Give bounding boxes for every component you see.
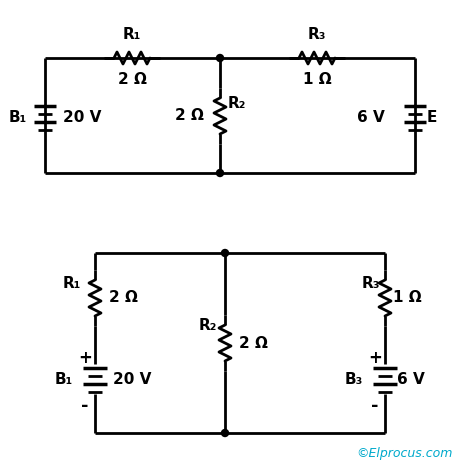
Text: -: - xyxy=(371,397,379,415)
Text: 1 Ω: 1 Ω xyxy=(303,72,331,87)
Circle shape xyxy=(221,249,229,256)
Text: 2 Ω: 2 Ω xyxy=(175,109,204,124)
Text: +: + xyxy=(78,349,92,367)
Text: R₃: R₃ xyxy=(361,277,380,292)
Text: 6 V: 6 V xyxy=(357,110,385,125)
Text: R₂: R₂ xyxy=(199,317,217,332)
Circle shape xyxy=(217,54,224,61)
Text: B₁: B₁ xyxy=(9,110,27,125)
Text: 2 Ω: 2 Ω xyxy=(109,291,138,306)
Text: R₁: R₁ xyxy=(63,277,81,292)
Circle shape xyxy=(217,169,224,176)
Text: 6 V: 6 V xyxy=(397,373,425,388)
Text: B₁: B₁ xyxy=(55,373,73,388)
Text: 2 Ω: 2 Ω xyxy=(239,336,268,351)
Text: R₃: R₃ xyxy=(308,27,326,42)
Circle shape xyxy=(221,430,229,437)
Text: B₃: B₃ xyxy=(345,373,363,388)
Text: 1 Ω: 1 Ω xyxy=(393,291,422,306)
Text: E: E xyxy=(427,110,437,125)
Text: 20 V: 20 V xyxy=(113,373,151,388)
Text: 20 V: 20 V xyxy=(63,110,101,125)
Text: +: + xyxy=(368,349,382,367)
Text: R₁: R₁ xyxy=(123,27,141,42)
Text: R₂: R₂ xyxy=(228,96,246,111)
Text: -: - xyxy=(81,397,89,415)
Text: 2 Ω: 2 Ω xyxy=(118,72,147,87)
Text: ©Elprocus.com: ©Elprocus.com xyxy=(357,447,453,460)
